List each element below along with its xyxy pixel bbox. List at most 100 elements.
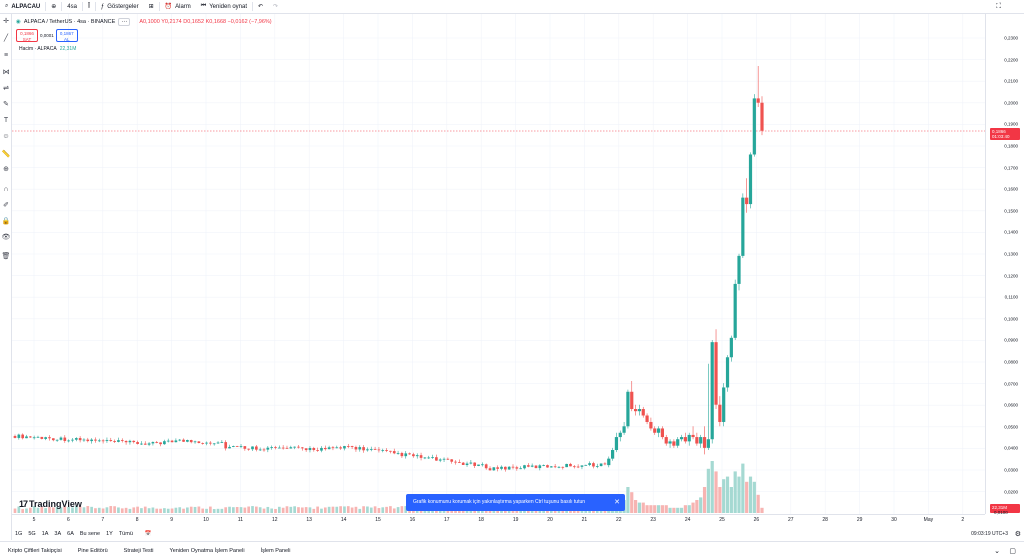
gear-icon[interactable]: ⚙	[1014, 530, 1021, 538]
range-5-button[interactable]: Bu sene	[79, 530, 101, 537]
time-tick-label: 22	[616, 517, 622, 523]
volume-bar	[67, 507, 70, 513]
volume-bar	[90, 506, 93, 513]
ruler-icon[interactable]: 📏	[1, 151, 11, 158]
candle-body	[538, 465, 542, 469]
redo-button[interactable]: ↷	[268, 0, 283, 14]
candle-body	[209, 442, 212, 444]
candle-body	[695, 437, 699, 444]
time-tick-label: 29	[856, 517, 863, 523]
clock-label[interactable]: 09:03:19 UTC+3	[971, 530, 1008, 537]
price-tick-label: 0,0400	[1004, 445, 1018, 451]
range-bar: 1G 5G 1A 3A 6A Bu sene 1Y Tümü 📅 09:03:19 UTC+3 ⚙	[12, 527, 1024, 540]
legend-more-button[interactable]: ···	[118, 18, 131, 26]
alarm-icon: ⏰	[164, 4, 173, 10]
range-4-button[interactable]: 6A	[67, 530, 74, 537]
volume-bar	[143, 506, 147, 513]
fib-icon[interactable]: ≡	[3, 52, 9, 59]
undo-icon: ↶	[258, 4, 264, 10]
candle-body	[664, 437, 668, 444]
bottom-panel-tabs: Kripto Çiftleri Takipçisi Pine Editörü Str…	[0, 541, 1024, 560]
price-tick-label: 0,2100	[1004, 78, 1018, 84]
lock-icon[interactable]: 🔒	[1, 218, 11, 225]
bottom-tab-4[interactable]: İşlem Paneli	[260, 548, 291, 554]
zoom-icon[interactable]: ⊕	[3, 166, 9, 173]
volume-bar	[155, 508, 159, 513]
alarm-button[interactable]: ⏰ Alarm	[164, 3, 191, 11]
price-tick-label: 0,0800	[1004, 359, 1018, 365]
volume-bar	[243, 507, 247, 513]
chart-type-button[interactable]: ⫿	[83, 0, 95, 14]
bottom-tab-0[interactable]: Kripto Çiftleri Takipçisi	[8, 548, 62, 554]
trash-icon[interactable]: 🗑	[1, 253, 11, 260]
candle-body	[270, 447, 274, 448]
calendar-icon[interactable]: 📅	[144, 530, 152, 537]
close-icon[interactable]: ✕	[614, 499, 620, 506]
time-axis[interactable]: 5 6 7 8 9 10 11 12 13 14 15 16 17 18 19 20 21 22 23 24 25 26 2…	[12, 514, 985, 526]
candle-body	[266, 447, 270, 450]
candle-body	[193, 441, 197, 443]
chevron-down-icon[interactable]: ⌄	[994, 548, 1000, 555]
range-6-button[interactable]: 1Y	[106, 530, 113, 537]
candle-body	[611, 450, 615, 459]
candle-body	[507, 466, 511, 470]
time-tick-label: 27	[788, 517, 794, 523]
time-tick-label: 25	[719, 517, 725, 523]
candle-body	[32, 437, 36, 439]
undo-button[interactable]: ↶	[253, 0, 268, 14]
range-3-button[interactable]: 3A	[54, 530, 62, 537]
compare-button[interactable]: ⊕	[46, 0, 61, 14]
candle-body	[592, 463, 595, 467]
bottom-tab-2[interactable]: Strateji Testi	[123, 548, 154, 554]
lock-draw-icon[interactable]: ✐	[3, 202, 9, 209]
range-1-button[interactable]: 5G	[28, 530, 36, 537]
trendline-icon[interactable]: ╱	[3, 35, 9, 42]
candle-body	[105, 440, 109, 441]
candle-body	[308, 448, 312, 451]
candle-body	[40, 436, 44, 439]
range-7-button[interactable]: Tümü	[118, 530, 133, 537]
volume-bar	[741, 463, 745, 513]
tradingview-logo[interactable]: 17 TradingView	[19, 499, 82, 509]
replay-button[interactable]: ⏮ Yeniden oynat	[200, 3, 248, 10]
buy-button[interactable]: 0,1867 AL	[55, 29, 78, 42]
emoji-icon[interactable]: ☺	[2, 133, 10, 140]
volume-bar	[293, 506, 296, 513]
range-0-button[interactable]: 1G	[15, 530, 23, 537]
symbol-search-button[interactable]: ⌕ ALPACAU	[0, 0, 45, 14]
candle-body	[683, 437, 687, 442]
eye-icon[interactable]: 👁	[1, 234, 11, 241]
candle-body	[300, 447, 304, 449]
candle-body	[201, 443, 205, 444]
indicators-button[interactable]: ƒ Göstergeler	[100, 3, 139, 10]
bottom-tab-3[interactable]: Yeniden Oynatma İşlem Paneli	[169, 548, 245, 554]
candle-body	[576, 466, 580, 468]
magnet-icon[interactable]: ∩	[3, 186, 9, 193]
candle-body	[163, 441, 166, 445]
pattern-icon[interactable]: ⋈	[2, 69, 10, 76]
crosshair-icon[interactable]: ✛	[3, 18, 9, 25]
legend-title[interactable]: ALPACA / TetherUS · 4sa · BINANCE	[23, 19, 116, 25]
candle-body	[366, 449, 369, 451]
price-axis[interactable]: 0,2300 0,2200 0,2100 0,2000 0,1900 0,1800 0,17…	[985, 14, 1024, 514]
time-tick-label: 23	[650, 517, 656, 523]
sell-button[interactable]: 0,1866 SAT	[16, 29, 38, 42]
candle-body	[679, 437, 684, 440]
time-tick-label: May	[923, 517, 934, 523]
price-tick-label: 0,0700	[1004, 381, 1018, 387]
volume-bar	[28, 507, 32, 513]
interval-button[interactable]: 4sa	[67, 3, 77, 10]
volume-legend[interactable]: Hacim · ALPACA 22,31M	[19, 46, 77, 52]
range-2-button[interactable]: 1A	[41, 530, 49, 537]
fullscreen-button[interactable]: ⛶	[991, 0, 1006, 14]
bottom-tab-1[interactable]: Pine Editörü	[77, 548, 108, 554]
brush-icon[interactable]: ✎	[3, 101, 9, 108]
maximize-icon[interactable]: ▢	[1009, 548, 1016, 555]
layouts-button[interactable]: ⊞	[144, 0, 159, 14]
candle-body	[392, 451, 396, 454]
candle-body	[28, 436, 32, 438]
projection-icon[interactable]: ⇌	[3, 85, 9, 92]
volume-bar	[320, 508, 323, 513]
text-icon[interactable]: T	[3, 117, 9, 124]
